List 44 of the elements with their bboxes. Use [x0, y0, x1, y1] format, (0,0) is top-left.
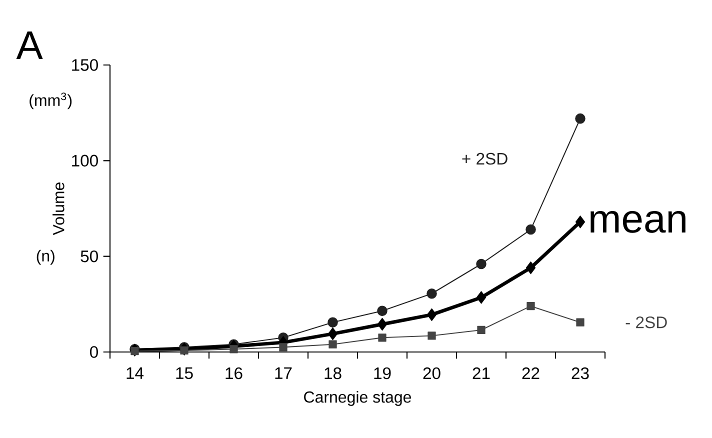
- series-label: mean: [590, 210, 686, 233]
- point: [476, 258, 486, 270]
- x-axis-title: Carnegie stage: [304, 391, 412, 406]
- point: [378, 334, 386, 342]
- point: [526, 224, 536, 235]
- x-tick-label: 19: [374, 367, 391, 380]
- point: [526, 302, 535, 310]
- text: (mm$^{3}$): [30, 92, 72, 110]
- point: [328, 340, 337, 348]
- text: (n): [36, 250, 54, 265]
- y-tick-label: 0: [90, 346, 98, 358]
- point: [377, 318, 388, 331]
- point: [328, 317, 338, 328]
- x-tick-label: 18: [324, 367, 342, 380]
- point: [328, 327, 338, 340]
- x-tick-label: 22: [522, 367, 540, 380]
- chart-title: A: [16, 31, 43, 59]
- point: [575, 216, 586, 228]
- point: [377, 306, 388, 316]
- point: [279, 343, 288, 352]
- x-tick-label: 21: [472, 367, 490, 380]
- x-tick-label: 17: [275, 367, 292, 379]
- x-tick-label: 16: [226, 367, 242, 380]
- y-axis-title: Volume: [52, 182, 64, 236]
- y-tick-label: 50: [80, 250, 98, 262]
- point: [575, 113, 586, 124]
- point: [180, 346, 188, 355]
- point: [476, 291, 486, 304]
- x-tick-label: 23: [572, 367, 589, 380]
- point: [230, 345, 238, 354]
- point: [426, 308, 437, 322]
- x-tick-label: 20: [423, 367, 440, 380]
- y-tick-label: 150: [72, 59, 98, 71]
- point: [426, 288, 437, 299]
- text: - 2SD: [626, 316, 667, 328]
- point: [576, 318, 584, 326]
- y-tick-label: 100: [72, 154, 98, 167]
- point: [477, 326, 486, 334]
- point: [130, 346, 139, 356]
- point: [428, 332, 436, 340]
- x-tick-label: 14: [126, 367, 144, 379]
- point: [526, 261, 536, 274]
- text: + 2SD: [462, 152, 508, 165]
- x-tick-label: 15: [176, 367, 193, 380]
